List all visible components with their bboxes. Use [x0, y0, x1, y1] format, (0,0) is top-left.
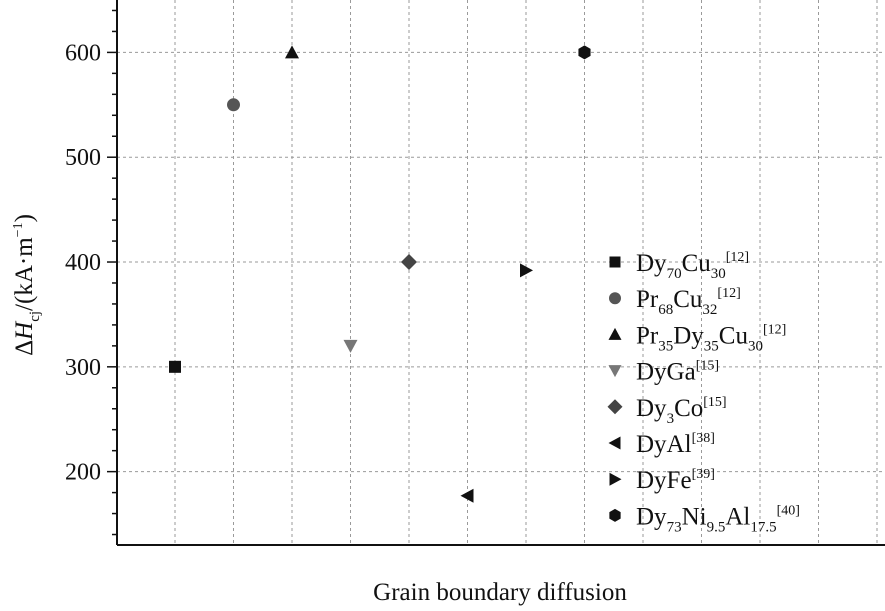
data-point-circle	[227, 98, 240, 112]
legend-label: DyGa[15]	[636, 359, 719, 386]
y-tick-label: 600	[65, 40, 101, 66]
axes	[116, 0, 885, 546]
legend-label: DyAl[38]	[636, 431, 715, 458]
grid-lines	[117, 0, 885, 545]
legend-label: Dy3Co[15]	[636, 395, 727, 427]
data-point-hexagon	[578, 45, 591, 60]
legend: Dy70Cu30[12] Pr68Cu32[12] Pr35Dy35Cu30[12]…	[607, 250, 800, 535]
legend-marker-triangle-right	[609, 472, 622, 486]
legend-label: Pr35Dy35Cu30[12]	[636, 322, 786, 354]
legend-marker-circle	[609, 292, 621, 305]
legend-marker-triangle-left	[608, 436, 621, 450]
legend-marker-triangle-up	[608, 327, 622, 340]
legend-marker-hexagon	[609, 508, 621, 522]
y-tick-label: 500	[65, 145, 101, 171]
legend-label: DyFe[39]	[636, 467, 715, 494]
x-axis-title: Grain boundary diffusion	[373, 579, 627, 606]
data-point-square	[169, 360, 181, 373]
y-tick-label: 300	[65, 355, 101, 381]
data-point-diamond	[401, 254, 417, 271]
legend-marker-square	[609, 256, 621, 268]
legend-marker-diamond	[607, 399, 623, 415]
data-point-triangle-down	[343, 339, 358, 353]
data-point-triangle-right	[520, 263, 533, 278]
y-axis-ticks: 200 300 400 500 600	[65, 9, 117, 536]
data-point-triangle-up	[285, 45, 299, 59]
legend-label: Pr68Cu32[12]	[636, 286, 741, 318]
y-tick-label: 200	[65, 460, 101, 486]
data-points	[169, 45, 591, 503]
legend-label: Dy73Ni9.5Al17.5[40]	[636, 503, 800, 535]
data-point-triangle-left	[460, 488, 474, 503]
y-axis-title: ΔHcj/(kA·m−1)	[11, 214, 43, 356]
y-tick-label: 400	[65, 250, 101, 276]
legend-marker-triangle-down	[608, 365, 622, 378]
legend-label: Dy70Cu30[12]	[636, 250, 749, 282]
